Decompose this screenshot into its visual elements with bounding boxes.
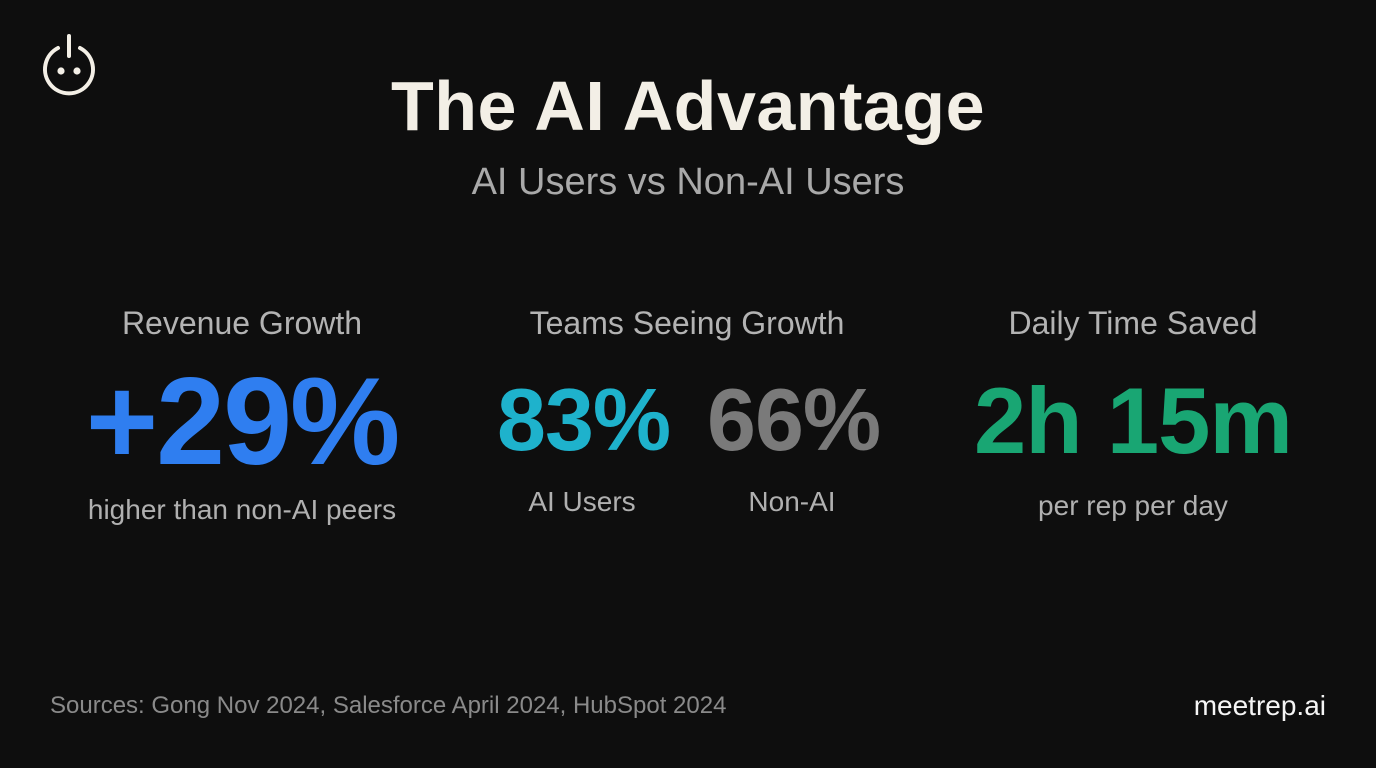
non-ai-stat: 66% Non-AI xyxy=(707,342,881,518)
time-caption: per rep per day xyxy=(1038,490,1228,521)
non-ai-caption: Non-AI xyxy=(748,486,836,517)
page-subtitle: AI Users vs Non-AI Users xyxy=(471,161,905,203)
ai-users-stat: 83% AI Users xyxy=(497,342,671,518)
time-label: Daily Time Saved xyxy=(1008,305,1258,341)
revenue-value: +29% xyxy=(85,353,401,491)
teams-label: Teams Seeing Growth xyxy=(529,305,845,341)
brand-name: meetrep.ai xyxy=(1193,690,1326,721)
revenue-caption: higher than non-AI peers xyxy=(87,494,397,525)
time-value: 2h 15m xyxy=(974,368,1293,473)
non-ai-value: 66% xyxy=(707,370,881,469)
revenue-label: Revenue Growth xyxy=(121,305,363,341)
time-saved-stat: Daily Time Saved 2h 15m per rep per day xyxy=(913,305,1353,522)
power-face-icon xyxy=(43,34,95,96)
page-title: The AI Advantage xyxy=(390,67,985,145)
teams-growth-stat: Teams Seeing Growth 83% AI Users 66% Non… xyxy=(467,305,907,518)
ai-users-value: 83% xyxy=(497,370,671,469)
revenue-growth-stat: Revenue Growth +29% higher than non-AI p… xyxy=(22,305,462,526)
ai-users-caption: AI Users xyxy=(528,486,636,517)
sources-text: Sources: Gong Nov 2024, Salesforce April… xyxy=(50,692,727,719)
